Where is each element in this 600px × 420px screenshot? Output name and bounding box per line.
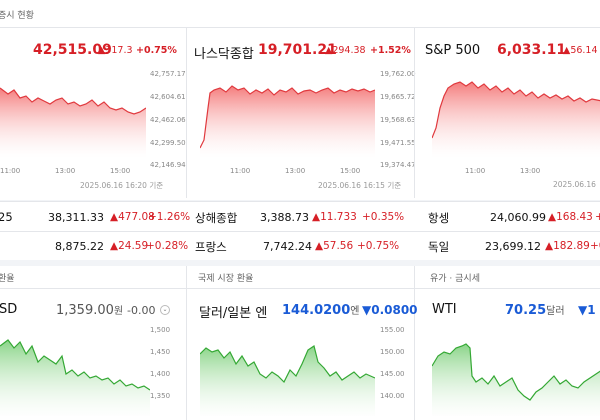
- fx-chart: [200, 345, 375, 416]
- intraday-chart: [432, 81, 600, 158]
- index-change-pct: +1.52%: [370, 45, 411, 56]
- commodity-chart: [432, 343, 600, 416]
- row-price: 38,311.33: [48, 211, 104, 224]
- chevron-down-icon[interactable]: ⌄: [160, 305, 170, 315]
- row-name: 프랑스: [195, 240, 227, 254]
- y-tick: 42,757.17: [150, 70, 186, 78]
- index-price: 42,515.09: [33, 42, 112, 58]
- x-tick: 11:00: [0, 167, 21, 175]
- up-triangle-icon: ▲: [545, 240, 554, 252]
- update-timestamp: 2025.06.16 16:15 기준: [318, 181, 402, 190]
- fx-name: 달러/일본 엔: [199, 306, 268, 321]
- divider: [0, 288, 600, 289]
- divider: [0, 231, 600, 232]
- up-triangle-icon: ▲: [110, 211, 119, 223]
- row-change-pct: +0: [595, 211, 600, 223]
- y-tick: 155.00: [380, 326, 405, 334]
- x-tick: 13:00: [55, 167, 76, 175]
- row-price: 24,060.99: [490, 211, 546, 224]
- y-tick: 42,604.61: [150, 93, 186, 101]
- commodity-name: WTI: [432, 302, 457, 317]
- row-change-pct: +0.75%: [357, 240, 400, 252]
- y-tick: 140.00: [380, 392, 405, 400]
- divider: [414, 28, 415, 198]
- update-timestamp: 2025.06.16 16:20 기준: [80, 181, 164, 190]
- y-tick: 42,146.94: [150, 161, 186, 169]
- up-triangle-icon: ▲: [312, 211, 321, 223]
- row-change: ▲477.08: [110, 211, 155, 223]
- row-name: 항셍: [428, 211, 450, 225]
- index-name: S&P 500: [425, 43, 481, 58]
- fx-price: 1,359.00원: [56, 303, 124, 318]
- up-triangle-icon: ▲: [548, 211, 557, 223]
- section-title: 환율: [0, 274, 15, 284]
- index-change: ▲294.38: [325, 45, 366, 56]
- y-tick: 19,762.00: [380, 70, 416, 78]
- row-price: 8,875.22: [55, 240, 104, 253]
- divider: [186, 28, 187, 198]
- y-tick: 19,568.63: [380, 116, 416, 124]
- row-change-pct: +0.28%: [146, 240, 189, 252]
- y-tick: 1,450: [150, 348, 171, 356]
- index-change-pct: +0.75%: [136, 45, 177, 56]
- index-change: ▲317.3: [98, 45, 133, 56]
- row-price: 23,699.12: [485, 240, 541, 253]
- row-change: ▲24.59: [110, 240, 149, 252]
- divider: [0, 27, 600, 28]
- up-triangle-icon: ▲: [98, 45, 106, 56]
- row-name: 상해종합: [195, 211, 238, 225]
- row-price: 7,742.24: [263, 240, 312, 253]
- row-change: ▲182.89: [545, 240, 590, 252]
- divider: [414, 266, 415, 420]
- row-change: ▲11.733: [312, 211, 357, 223]
- y-tick: 19,471.55: [380, 139, 416, 147]
- y-tick: 42,462.06: [150, 116, 186, 124]
- commodity-change: ▼1: [578, 303, 596, 317]
- y-tick: 1,500: [150, 326, 171, 334]
- x-tick: 11:00: [230, 167, 251, 175]
- fx-change: ▼0.0800: [362, 303, 418, 317]
- y-tick: 1,350: [150, 392, 171, 400]
- divider: [0, 201, 600, 202]
- y-tick: 42,299.50: [150, 139, 186, 147]
- index-price: 6,033.11: [497, 42, 567, 58]
- section-title-stock: 증시 현황: [0, 11, 34, 21]
- update-timestamp: 2025.06.16: [553, 180, 596, 189]
- up-triangle-icon: ▲: [325, 45, 333, 56]
- fx-change: -0.00: [127, 304, 156, 317]
- x-tick: 13:00: [285, 167, 306, 175]
- index-name: 나스닥종합: [194, 47, 254, 62]
- row-price: 3,388.73: [260, 211, 309, 224]
- x-tick: 13:00: [520, 167, 541, 175]
- index-price: 19,701.21: [258, 42, 337, 58]
- fx-chart: [0, 339, 150, 416]
- divider: [186, 266, 187, 420]
- y-tick: 19,665.72: [380, 93, 416, 101]
- commodity-price: 70.25달러: [505, 303, 565, 318]
- intraday-chart: [0, 87, 146, 158]
- row-name: 25: [0, 210, 13, 224]
- x-tick: 15:00: [110, 167, 131, 175]
- index-change: ▲56.14: [563, 45, 598, 56]
- row-change-pct: +0.35%: [362, 211, 405, 223]
- x-tick: 11:00: [465, 167, 486, 175]
- fx-price: 144.0200엔: [282, 303, 360, 318]
- row-change: ▲168.43: [548, 211, 593, 223]
- up-triangle-icon: ▲: [315, 240, 324, 252]
- row-name: 독일: [428, 240, 450, 254]
- y-tick: 150.00: [380, 348, 405, 356]
- y-tick: 19,374.47: [380, 161, 416, 169]
- intraday-chart: [200, 85, 375, 158]
- up-triangle-icon: ▲: [563, 45, 571, 56]
- section-title: 국제 시장 환율: [198, 274, 254, 284]
- y-tick: 145.00: [380, 370, 405, 378]
- row-change: ▲57.56: [315, 240, 354, 252]
- y-tick: 1,400: [150, 370, 171, 378]
- up-triangle-icon: ▲: [110, 240, 119, 252]
- x-tick: 15:00: [340, 167, 361, 175]
- fx-name: SD: [0, 302, 18, 317]
- section-title: 유가 · 금시세: [430, 274, 480, 284]
- row-change-pct: +0.: [590, 240, 600, 252]
- row-change-pct: +1.26%: [148, 211, 191, 223]
